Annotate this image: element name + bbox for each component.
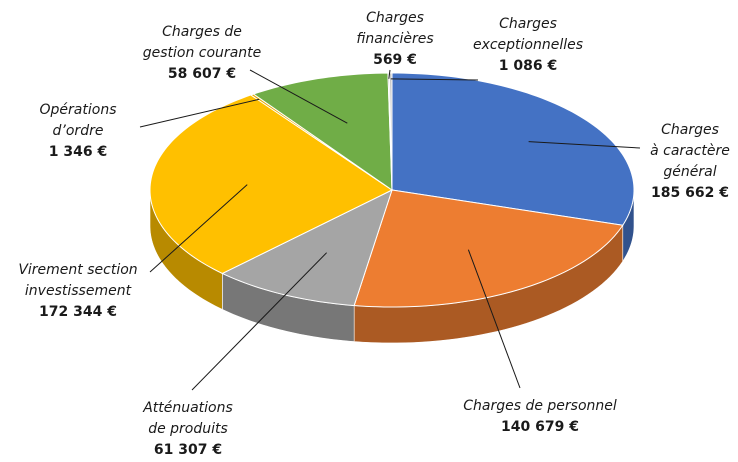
value-label: 140 679 € <box>501 419 579 435</box>
category-label: Opérations <box>40 102 117 118</box>
category-label: Virement section <box>18 262 137 278</box>
value-label: 61 307 € <box>154 442 222 458</box>
category-label: Charges <box>366 10 424 26</box>
leader-line <box>249 69 348 124</box>
slice <box>388 72 393 191</box>
value-label: 185 662 € <box>651 185 729 201</box>
value-label: 569 € <box>373 52 417 68</box>
leader-line <box>388 69 391 79</box>
leader-line <box>139 98 260 128</box>
slice <box>221 189 393 307</box>
category-label: à caractère <box>650 143 730 159</box>
value-label: 58 607 € <box>168 66 236 82</box>
category-label: exceptionnelles <box>473 37 583 53</box>
category-label: Atténuations <box>142 400 233 416</box>
category-label: financières <box>356 31 433 47</box>
slice <box>353 189 624 308</box>
leader-line <box>528 141 641 149</box>
leader-line <box>390 78 479 81</box>
slice <box>391 72 635 226</box>
category-label: d’ordre <box>53 123 104 139</box>
value-label: 1 086 € <box>499 58 557 74</box>
leader-line <box>467 249 521 389</box>
category-label: de produits <box>148 421 228 437</box>
value-label: 172 344 € <box>39 304 117 320</box>
category-label: investissement <box>25 283 132 299</box>
slice <box>149 94 393 274</box>
value-label: 1 346 € <box>49 144 107 160</box>
leader-line <box>191 252 327 391</box>
category-label: général <box>663 164 716 180</box>
category-label: Charges de <box>162 24 242 40</box>
slice <box>252 72 393 191</box>
category-label: Charges de personnel <box>463 398 617 414</box>
leader-line <box>149 184 248 273</box>
category-label: Charges <box>499 16 557 32</box>
category-label: Charges <box>661 122 719 138</box>
category-label: gestion courante <box>143 45 262 61</box>
